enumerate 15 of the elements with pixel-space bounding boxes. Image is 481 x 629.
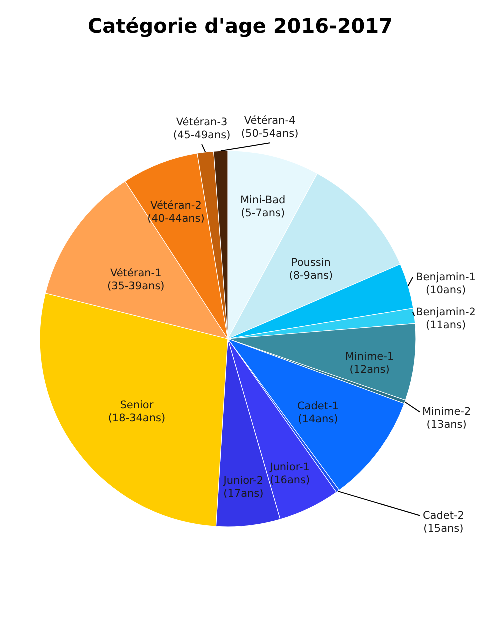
slice-label: Junior-2 (17ans) bbox=[222, 475, 264, 500]
slice-label: Junior-1 (16ans) bbox=[269, 462, 310, 487]
slice-label: Cadet-1 (14ans) bbox=[297, 400, 339, 426]
slice-label: Cadet-2 (15ans) bbox=[422, 510, 464, 535]
slice-label: Senior (18-34ans) bbox=[108, 400, 166, 425]
chart-title: Catégorie d'age 2016-2017 bbox=[88, 14, 394, 38]
slice-label: Minime-2 (13ans) bbox=[422, 406, 472, 432]
slice-label: Vétéran-4 (50-54ans) bbox=[241, 115, 299, 140]
slice-label: Mini-Bad (5-7ans) bbox=[240, 194, 286, 220]
slice-label: Benjamin-2 (11ans) bbox=[416, 306, 476, 332]
slice-label: Benjamin-1 (10ans) bbox=[416, 272, 476, 297]
slice-label: Vétéran-3 (45-49ans) bbox=[173, 116, 231, 142]
slice-label: Vétéran-1 (35-39ans) bbox=[107, 268, 165, 293]
slice-label: Minime-1 (12ans) bbox=[345, 350, 394, 376]
slice-label: Poussin (8-9ans) bbox=[289, 256, 334, 282]
